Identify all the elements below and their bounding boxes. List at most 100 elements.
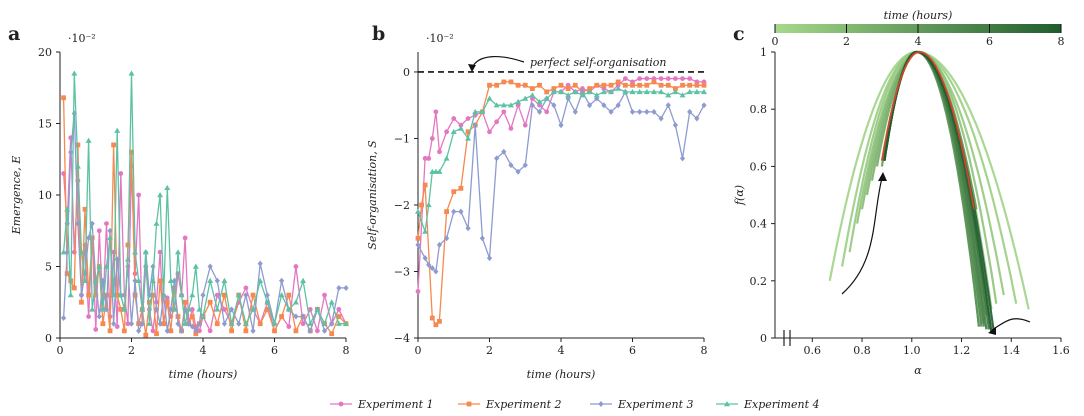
data-point-exp2 [508,79,514,85]
data-point-exp4 [139,306,146,312]
data-point-exp4 [679,92,686,98]
data-point-exp3 [701,102,707,109]
data-point-exp4 [522,95,529,101]
colorbar-tick-label: 2 [843,35,850,48]
data-point-exp4 [672,88,679,95]
x-tick-label: 4 [200,344,207,357]
data-point-exp4 [335,320,342,326]
data-point-exp4 [650,88,657,95]
data-point-exp4 [643,88,650,95]
data-point-exp3 [608,108,614,115]
data-point-exp3 [426,261,432,268]
data-point-exp2 [422,182,428,188]
data-point-exp4 [185,306,192,312]
data-point-exp2 [437,318,442,324]
data-point-exp4 [701,88,707,95]
legend: Experiment 1 Experiment 2 Experiment 3 Expe… [330,398,820,411]
data-point-exp4 [425,201,432,208]
data-point-exp4 [500,102,507,108]
x-tick-label: 0 [57,344,64,357]
data-point-exp4 [250,306,257,312]
data-point-exp3 [672,122,678,129]
data-point-exp2 [161,321,167,327]
data-point-exp3 [536,108,543,115]
data-point-exp4 [615,85,622,91]
data-point-exp4 [235,292,242,298]
data-point-exp1 [501,109,507,115]
data-point-exp4 [107,234,114,241]
series-line-exp2 [62,97,347,337]
data-point-exp4 [586,88,593,95]
data-point-exp4 [174,249,181,255]
x-tick-label: 1.6 [1052,344,1070,357]
data-point-exp3 [96,313,102,320]
x-tick-label: 6 [629,344,636,357]
data-point-exp1 [157,249,163,255]
y-tick-label: 0.8 [750,103,768,116]
data-point-exp4 [292,299,299,305]
data-point-exp4 [71,70,78,76]
y-tick-label: 0.4 [750,218,768,231]
data-point-exp4 [629,88,636,95]
panel-a-axes: 0 2 4 6 8 0 5 10 15 20 [38,46,350,357]
data-point-exp4 [536,98,543,105]
data-point-exp4 [665,92,672,98]
data-point-exp2 [537,82,542,88]
data-point-exp4 [117,292,124,298]
data-point-exp3 [644,108,650,115]
data-point-exp3 [193,327,199,334]
panel-b-annotation: perfect self-organisation [530,56,666,69]
data-point-exp1 [300,321,306,327]
data-point-exp2 [572,82,578,88]
data-point-exp3 [321,327,328,334]
data-point-exp2 [687,82,693,88]
data-point-exp2 [111,142,117,148]
data-point-exp2 [565,86,571,91]
data-point-exp1 [286,324,292,329]
data-point-exp4 [146,320,153,326]
data-point-exp3 [433,268,439,275]
data-point-exp1 [673,76,678,82]
data-point-exp4 [192,263,199,269]
data-point-exp2 [451,189,457,195]
data-point-exp4 [558,88,564,95]
data-point-exp3 [329,320,335,327]
data-point-exp3 [157,320,163,327]
data-point-exp4 [82,277,89,283]
data-point-exp3 [175,320,181,327]
data-point-exp3 [60,314,67,321]
colorbar-tick-label: 6 [986,35,993,48]
data-point-exp4 [189,292,196,298]
y-tick-label: 10 [38,189,52,202]
data-point-exp3 [196,320,203,327]
data-point-exp2 [515,82,521,88]
data-point-exp2 [694,82,700,88]
data-point-exp3 [458,208,464,215]
y-tick-label: 0 [760,332,767,345]
data-point-exp3 [178,327,185,334]
data-point-exp3 [86,234,92,241]
panel-label-a: a [8,23,20,45]
y-tick-label: 15 [38,118,52,131]
data-point-exp2 [121,328,127,334]
data-point-exp2 [444,209,449,215]
data-point-exp1 [433,109,439,115]
data-point-exp4 [171,306,178,312]
legend-label: Experiment 2 [485,398,562,411]
colorbar-tick-label: 0 [772,35,779,48]
panel-c-ylabel: f(α) [733,185,746,206]
legend-item-exp3: Experiment 3 [590,398,694,411]
data-point-exp2 [673,86,678,91]
legend-marker [466,401,472,407]
data-point-exp4 [142,249,149,255]
data-point-exp3 [78,292,85,299]
data-point-exp1 [687,76,693,82]
data-point-exp4 [422,228,429,234]
data-point-exp4 [479,108,486,115]
data-point-exp4 [550,88,557,95]
data-point-exp2 [214,321,220,327]
data-point-exp2 [501,79,507,85]
y-tick-label: 0.2 [750,275,768,288]
data-point-exp2 [429,315,435,321]
